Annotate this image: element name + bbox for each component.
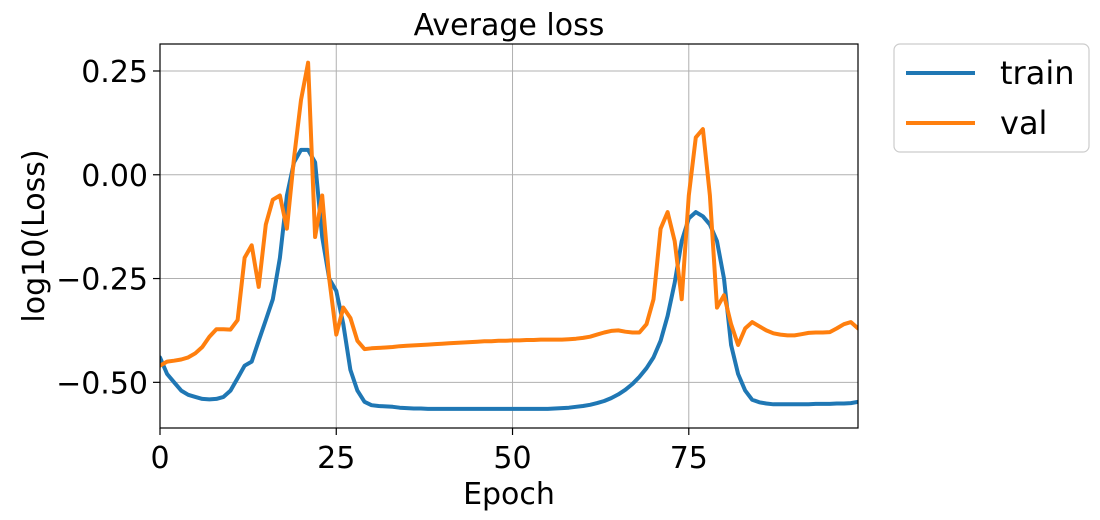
series-lines bbox=[160, 60, 858, 411]
x-axis-label: Epoch bbox=[463, 477, 555, 512]
legend-label-val: val bbox=[1000, 104, 1047, 142]
y-axis-label: log10(Loss) bbox=[17, 149, 52, 322]
chart-title: Average loss bbox=[414, 8, 605, 43]
legend-label-train: train bbox=[1000, 54, 1074, 92]
x-tick-label: 0 bbox=[150, 441, 169, 476]
y-tick-label: −0.25 bbox=[56, 263, 148, 298]
legend: train val bbox=[893, 43, 1090, 153]
axis-ticks: 0 25 50 75 0.25 0.00 −0.25 −0.50 bbox=[56, 55, 708, 476]
series-line-train bbox=[160, 147, 858, 411]
x-tick-label: 25 bbox=[317, 441, 355, 476]
series-line-val bbox=[160, 60, 858, 368]
x-tick-label: 75 bbox=[670, 441, 708, 476]
y-tick-label: −0.50 bbox=[56, 366, 148, 401]
y-tick-label: 0.25 bbox=[81, 55, 148, 90]
plot-frame bbox=[159, 43, 859, 429]
x-tick-label: 50 bbox=[493, 441, 531, 476]
y-tick-label: 0.00 bbox=[81, 159, 148, 194]
